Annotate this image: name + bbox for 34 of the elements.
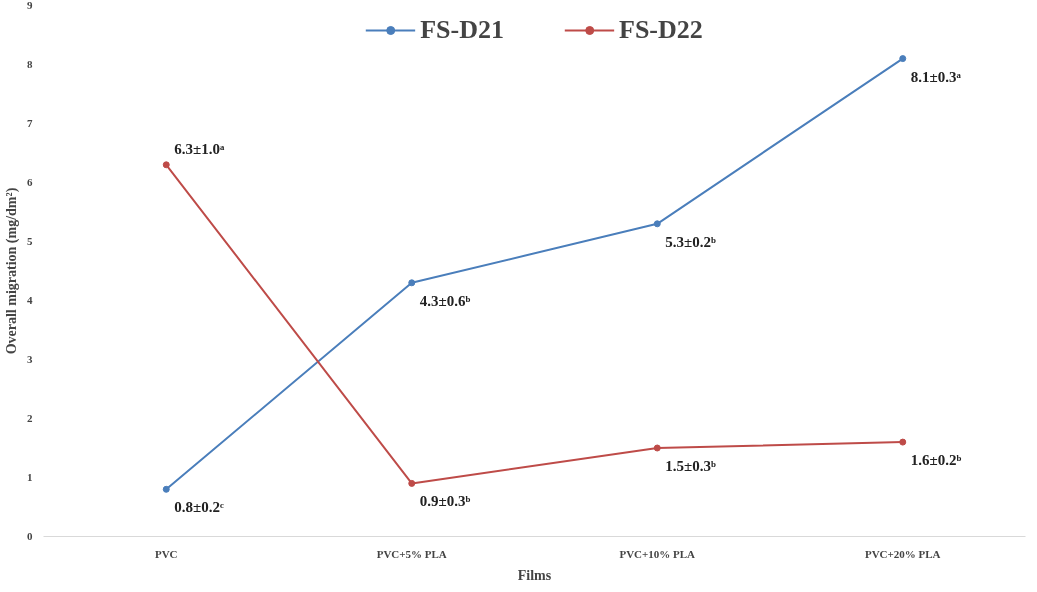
legend-label: FS-D22: [619, 15, 703, 45]
y-tick-label: 1: [27, 471, 33, 483]
y-tick-label: 9: [27, 0, 33, 11]
data-label: 5.3±0.2ᵇ: [665, 233, 716, 250]
point: [408, 479, 416, 487]
point: [162, 485, 170, 493]
data-label: 0.9±0.3ᵇ: [419, 493, 471, 510]
data-label: 0.8±0.2ᶜ: [174, 499, 224, 516]
y-tick-label: 4: [27, 294, 33, 306]
x-tick-label: PVC+10% PLA: [619, 547, 696, 560]
data-label: 6.3±1.0ᵃ: [174, 140, 225, 157]
x-tick-label: PVC: [154, 547, 178, 560]
x-axis-title: Films: [517, 567, 552, 583]
data-label: 8.1±0.3ᵃ: [910, 68, 962, 85]
y-tick-label: 8: [27, 58, 33, 70]
y-axis-title: Overall migration (mg/dm²): [4, 187, 20, 355]
point: [162, 161, 170, 169]
legend-label: FS-D21: [420, 15, 504, 45]
point: [899, 438, 907, 446]
x-tick-label: PVC+20% PLA: [864, 547, 941, 560]
data-label: 1.6±0.2ᵇ: [910, 452, 962, 469]
y-tick-label: 2: [27, 412, 33, 424]
point: [408, 279, 416, 287]
data-label: 4.3±0.6ᵇ: [419, 292, 471, 309]
data-label: 1.5±0.3ᵇ: [665, 458, 716, 474]
point: [653, 444, 661, 452]
y-tick-label: 7: [27, 117, 33, 129]
point: [653, 220, 661, 228]
point: [899, 55, 907, 63]
y-tick-label: 6: [27, 176, 33, 188]
x-tick-label: PVC+5% PLA: [376, 547, 447, 560]
y-tick-label: 0: [27, 530, 33, 542]
y-tick-label: 5: [27, 235, 33, 247]
y-tick-label: 3: [27, 353, 33, 365]
